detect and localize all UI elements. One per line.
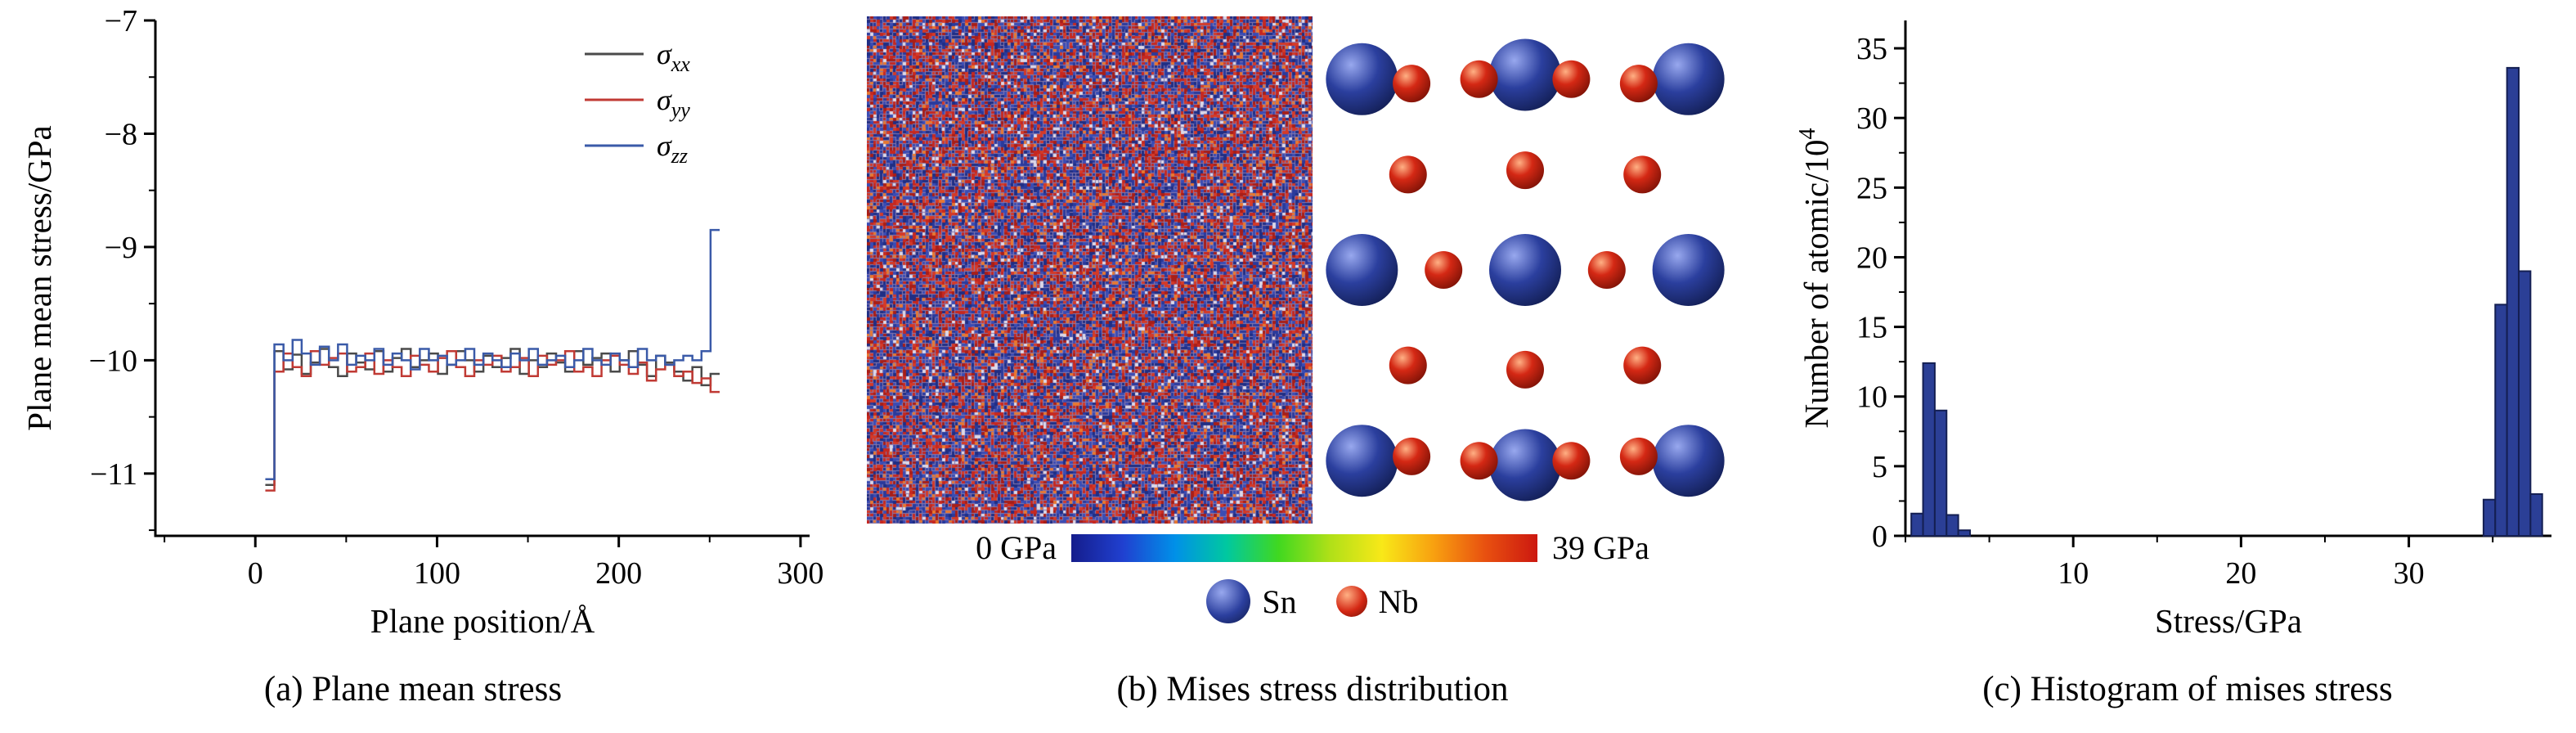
svg-text:Stress/GPa: Stress/GPa: [2155, 602, 2302, 640]
nb-atom-icon: [1335, 586, 1367, 617]
svg-text:30: 30: [1856, 101, 1887, 136]
svg-text:Number of atomic/104: Number of atomic/104: [1799, 128, 1835, 429]
svg-text:−7: −7: [105, 4, 137, 38]
colorbar-max-label: 39 GPa: [1552, 529, 1649, 566]
svg-text:35: 35: [1856, 32, 1887, 66]
caption-b: (b) Mises stress distribution: [1116, 670, 1509, 708]
atom-legend: Sn Nb: [826, 579, 1799, 623]
svg-text:−8: −8: [105, 117, 137, 151]
svg-text:10: 10: [2058, 556, 2089, 591]
svg-text:σxx: σxx: [657, 38, 690, 76]
svg-text:−11: −11: [90, 457, 137, 492]
crystal-structure-image: [1326, 38, 1725, 501]
svg-text:−9: −9: [105, 231, 137, 265]
svg-text:100: 100: [414, 556, 460, 591]
svg-text:20: 20: [1856, 241, 1887, 275]
panel-mises-histogram: 10 20 30 0 5 10 15 20 25 30 35 Stress/GPa Number of …: [1799, 0, 2576, 733]
svg-text:300: 300: [777, 556, 824, 591]
caption-c: (c) Histogram of mises stress: [1982, 670, 2393, 708]
svg-text:Plane position/Å: Plane position/Å: [370, 602, 595, 640]
svg-text:−10: −10: [89, 344, 137, 378]
svg-text:σzz: σzz: [657, 129, 688, 168]
mises-histogram-chart: 10 20 30 0 5 10 15 20 25 30 35 Stress/GPa Number of …: [1799, 20, 2551, 640]
svg-text:5: 5: [1872, 450, 1887, 484]
atomistic-mises-stress-map: [867, 16, 1313, 524]
svg-text:0: 0: [248, 556, 263, 591]
stress-colorbar: [1071, 533, 1537, 562]
svg-text:10: 10: [1856, 380, 1887, 415]
svg-text:200: 200: [595, 556, 642, 591]
nb-label: Nb: [1378, 582, 1419, 620]
panel-plane-mean-stress: 0 100 200 300 −7 −8 −9 −10 −11 Plane position/Å Pl…: [0, 0, 826, 733]
svg-text:25: 25: [1856, 171, 1887, 205]
caption-a: (a) Plane mean stress: [263, 670, 563, 708]
svg-text:15: 15: [1856, 311, 1887, 345]
svg-text:20: 20: [2225, 556, 2256, 591]
plane-mean-stress-chart: 0 100 200 300 −7 −8 −9 −10 −11 Plane position/Å Pl…: [20, 4, 824, 640]
colorbar-row: 0 GPa 39 GPa: [826, 528, 1799, 567]
sn-label: Sn: [1262, 582, 1297, 620]
svg-text:Plane mean stress/GPa: Plane mean stress/GPa: [20, 125, 58, 430]
svg-text:σyy: σyy: [657, 83, 690, 122]
sn-atom-icon: [1206, 579, 1251, 623]
svg-text:30: 30: [2394, 556, 2425, 591]
svg-text:0: 0: [1872, 519, 1887, 554]
colorbar-min-label: 0 GPa: [976, 529, 1057, 566]
panel-mises-distribution: 0 GPa 39 GPa Sn Nb (b) Mises stress dist…: [826, 0, 1799, 733]
